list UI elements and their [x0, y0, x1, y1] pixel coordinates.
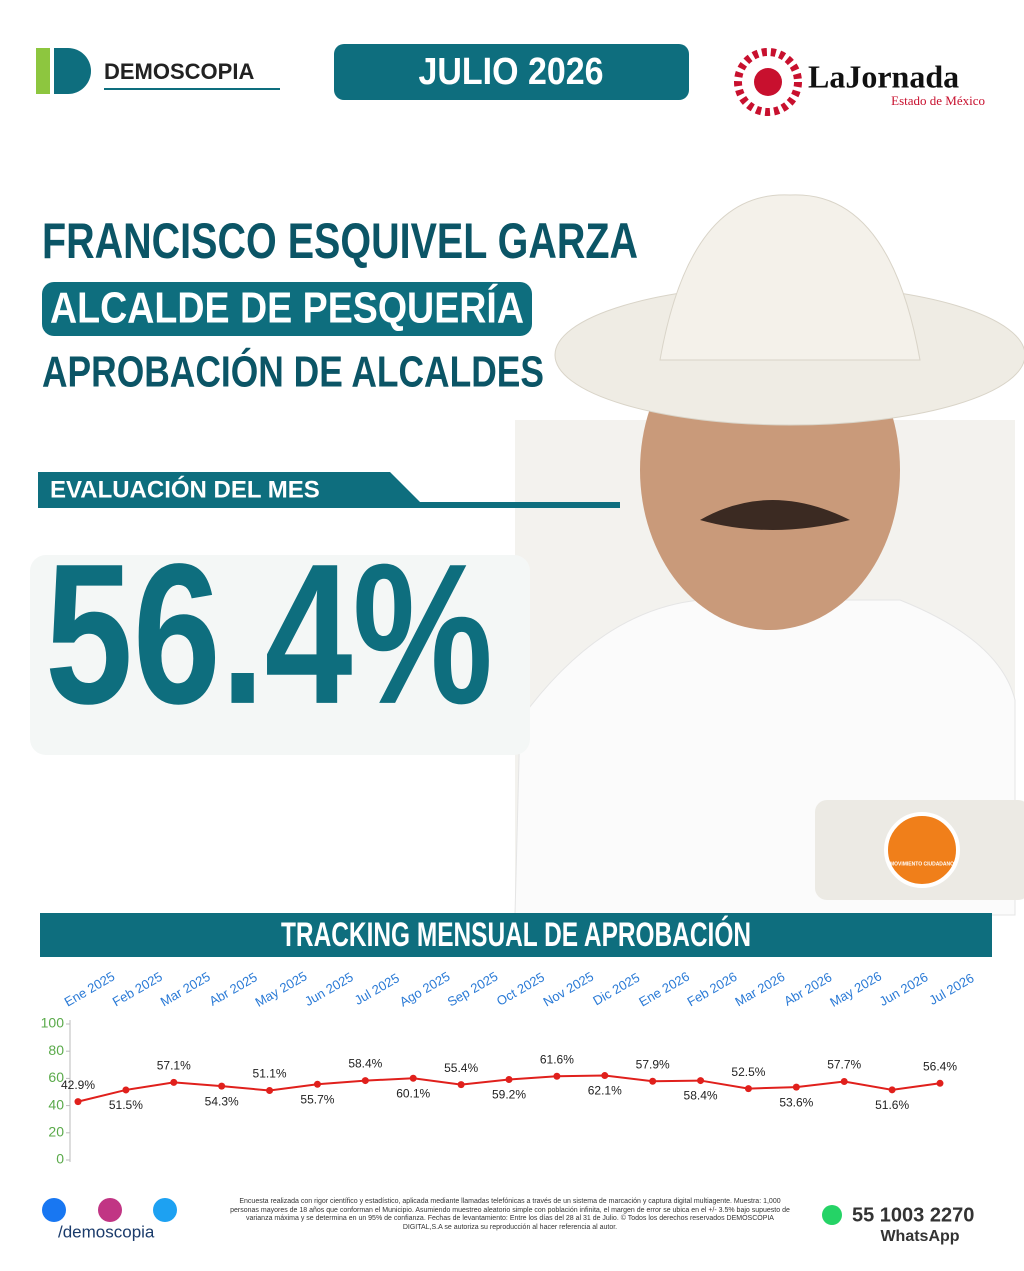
value-label: 58.4%	[348, 1057, 382, 1071]
value-label: 53.6%	[779, 1095, 813, 1109]
point	[697, 1077, 705, 1085]
x-tick-label: Jul 2025	[352, 970, 402, 1008]
point	[888, 1086, 896, 1094]
headline-value: 56.4%	[45, 523, 493, 746]
phone-label: WhatsApp	[880, 1228, 959, 1245]
point	[266, 1087, 274, 1095]
phone: 55 1003 2270	[852, 1204, 974, 1226]
x-tick-label: Ago 2025	[397, 969, 453, 1010]
whatsapp-icon	[822, 1205, 842, 1225]
value-label: 57.1%	[157, 1059, 191, 1073]
y-tick-label: 40	[48, 1096, 64, 1112]
value-box	[30, 555, 530, 755]
x-tick-label: Ene 2026	[636, 969, 692, 1010]
value-label: 55.4%	[444, 1061, 478, 1075]
facebook-icon	[42, 1198, 66, 1222]
point	[553, 1072, 561, 1080]
partner-logo	[754, 68, 782, 96]
value-label: 51.1%	[253, 1067, 287, 1081]
value-label: 51.5%	[109, 1098, 143, 1112]
point	[218, 1082, 226, 1090]
role-badge	[42, 282, 532, 336]
person-name: FRANCISCO ESQUIVEL GARZA	[42, 213, 638, 269]
partner-sub: Estado de México	[891, 93, 985, 108]
x-tick-label: Jul 2026	[926, 970, 976, 1008]
x-tick-label: Dic 2025	[590, 970, 642, 1009]
value-label: 42.9%	[61, 1078, 95, 1092]
point	[505, 1075, 513, 1083]
point	[649, 1077, 657, 1085]
chart-title: TRACKING MENSUAL DE APROBACIÓN	[281, 916, 751, 954]
y-tick-label: 100	[41, 1015, 65, 1031]
date-badge	[334, 44, 689, 100]
value-label: 59.2%	[492, 1088, 526, 1102]
x-tick-label: Mar 2025	[158, 969, 213, 1009]
point	[122, 1086, 130, 1094]
x-tick-label: Oct 2025	[494, 969, 547, 1008]
methodology-note: Encuesta realizada con rigor científico …	[230, 1198, 790, 1231]
point	[601, 1072, 609, 1080]
party: MOVIMIENTO CIUDADANO	[890, 861, 954, 867]
eval-label: EVALUACIÓN DEL MES	[50, 475, 320, 503]
value-label: 62.1%	[588, 1084, 622, 1098]
photo-hat-crown	[659, 194, 921, 361]
x-tick-label: May 2025	[253, 968, 310, 1010]
subtitle: APROBACIÓN DE ALCALDES	[42, 347, 544, 397]
x-tick-label: Abr 2025	[207, 969, 260, 1008]
y-tick-label: 0	[56, 1151, 64, 1167]
role: ALCALDE DE PESQUERÍA	[50, 283, 524, 333]
eval-banner	[38, 472, 620, 508]
point	[361, 1077, 369, 1085]
y-tick-label: 80	[48, 1042, 64, 1058]
x-tick-label: Abr 2026	[781, 969, 834, 1008]
value-label: 56.4%	[923, 1059, 957, 1073]
instagram-icon	[98, 1198, 122, 1222]
value-label: 61.6%	[540, 1052, 574, 1066]
handle: /demoscopia	[58, 1222, 155, 1241]
logo-mark	[54, 48, 91, 94]
value-label: 52.5%	[731, 1065, 765, 1079]
x-tick-label: Feb 2025	[110, 969, 165, 1009]
x-tick-label: Mar 2026	[732, 969, 787, 1009]
value-label: 57.7%	[827, 1058, 861, 1072]
point	[840, 1078, 848, 1086]
logo-mark	[36, 48, 50, 94]
value-label: 57.9%	[636, 1057, 670, 1071]
value-label: 51.6%	[875, 1098, 909, 1112]
point	[457, 1081, 465, 1089]
x-tick-label: Nov 2025	[541, 969, 597, 1010]
x-tick-label: Feb 2026	[684, 969, 739, 1009]
point	[936, 1079, 944, 1087]
point	[74, 1098, 82, 1106]
value-label: 55.7%	[300, 1092, 334, 1106]
point	[170, 1078, 178, 1086]
x-tick-label: Jun 2025	[302, 969, 356, 1009]
x-tick-label: Jun 2026	[877, 969, 931, 1009]
twitter-icon	[153, 1198, 177, 1222]
date: JULIO 2026	[419, 51, 604, 93]
value-label: 60.1%	[396, 1086, 430, 1100]
point	[409, 1074, 417, 1082]
value-label: 54.3%	[205, 1094, 239, 1108]
partner: LaJornada	[808, 58, 959, 94]
x-tick-label: Ene 2025	[62, 969, 118, 1010]
x-tick-label: Sep 2025	[445, 969, 501, 1010]
y-tick-label: 20	[48, 1124, 64, 1140]
x-tick-label: May 2026	[827, 968, 884, 1010]
point	[744, 1085, 752, 1093]
photo-mustache	[700, 500, 850, 530]
value-label: 58.4%	[684, 1089, 718, 1103]
y-tick-label: 60	[48, 1069, 64, 1085]
brand-rule	[104, 88, 280, 90]
brand: DEMOSCOPIA	[104, 59, 254, 84]
partner-logo	[734, 48, 802, 116]
point	[313, 1080, 321, 1088]
party-logo	[884, 812, 960, 888]
chart-banner	[40, 913, 992, 957]
point	[792, 1083, 800, 1091]
